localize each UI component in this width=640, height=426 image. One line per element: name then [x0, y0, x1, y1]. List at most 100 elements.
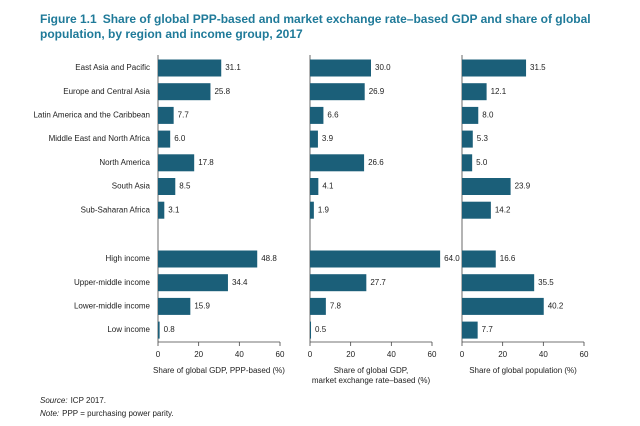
- source: Source: ICP 2017.: [40, 396, 106, 405]
- bar: [462, 83, 487, 101]
- category-label: South Asia: [112, 182, 151, 191]
- bar: [462, 106, 479, 124]
- value-label: 16.6: [500, 254, 516, 263]
- value-label: 26.9: [369, 87, 385, 96]
- bar: [310, 178, 319, 195]
- category-label: Europe and Central Asia: [63, 87, 150, 96]
- value-label: 8.5: [179, 182, 191, 191]
- value-label: 17.8: [198, 158, 214, 167]
- category-label: Latin America and the Caribbean: [33, 111, 150, 120]
- bar: [158, 154, 195, 172]
- bar: [310, 201, 314, 219]
- value-label: 14.2: [495, 205, 511, 214]
- x-tick-label: 40: [539, 350, 548, 359]
- value-label: 30.0: [375, 63, 391, 72]
- chart-title: Share of global PPP-based and market exc…: [40, 12, 591, 41]
- x-tick-label: 60: [276, 350, 285, 359]
- value-label: 31.1: [225, 63, 241, 72]
- value-label: 64.0: [444, 254, 460, 263]
- bar: [462, 201, 491, 219]
- x-tick-label: 20: [498, 350, 507, 359]
- value-label: 23.9: [515, 182, 531, 191]
- bar: [158, 201, 165, 219]
- bar: [158, 250, 258, 268]
- value-label: 1.9: [318, 205, 330, 214]
- bar: [310, 250, 441, 268]
- bar: [310, 130, 318, 148]
- bar: [310, 83, 365, 101]
- value-label: 35.5: [538, 278, 554, 287]
- bar: [310, 154, 365, 172]
- bar: [462, 321, 478, 339]
- category-label: East Asia and Pacific: [75, 63, 150, 72]
- value-label: 27.7: [370, 278, 386, 287]
- value-label: 5.0: [476, 158, 488, 167]
- category-label: High income: [106, 254, 151, 263]
- value-label: 26.6: [368, 158, 384, 167]
- category-label: Upper-middle income: [74, 278, 151, 287]
- x-axis-label: Share of global GDP, PPP-based (%): [153, 366, 285, 375]
- value-label: 4.1: [322, 182, 334, 191]
- bar: [158, 178, 176, 195]
- value-label: 40.2: [548, 302, 564, 311]
- value-label: 15.9: [194, 302, 210, 311]
- value-label: 31.5: [530, 63, 546, 72]
- category-label: Sub-Saharan Africa: [81, 205, 151, 214]
- value-label: 3.9: [322, 134, 334, 143]
- source-label: Source:: [40, 396, 68, 405]
- bar: [462, 154, 473, 172]
- bar: [462, 274, 535, 292]
- bar: [462, 130, 473, 148]
- x-axis-label: Share of global GDP,: [334, 366, 409, 375]
- x-tick-label: 0: [308, 350, 313, 359]
- bar: [462, 250, 496, 268]
- bar: [310, 274, 367, 292]
- bar: [158, 106, 174, 124]
- bar: [310, 106, 324, 124]
- note: Note: PPP = purchasing power parity.: [40, 409, 174, 418]
- x-axis-label: Share of global population (%): [469, 366, 577, 375]
- value-label: 5.3: [477, 134, 489, 143]
- x-tick-label: 40: [387, 350, 396, 359]
- value-label: 6.0: [174, 134, 186, 143]
- figure-label: Figure 1.1: [40, 12, 97, 26]
- bar: [310, 297, 326, 315]
- x-tick-label: 20: [194, 350, 203, 359]
- value-label: 48.8: [261, 254, 277, 263]
- bar: [158, 297, 191, 315]
- category-label: Low income: [107, 325, 150, 334]
- x-tick-label: 0: [460, 350, 465, 359]
- value-label: 7.8: [330, 302, 342, 311]
- value-label: 12.1: [491, 87, 507, 96]
- category-label: Middle East and North Africa: [49, 134, 151, 143]
- x-tick-label: 0: [156, 350, 161, 359]
- value-label: 0.8: [164, 325, 176, 334]
- source-text: ICP 2017.: [70, 396, 107, 405]
- value-label: 34.4: [232, 278, 248, 287]
- bar: [158, 321, 160, 339]
- value-label: 8.0: [482, 111, 494, 120]
- note-text: PPP = purchasing power parity.: [62, 409, 174, 418]
- x-tick-label: 20: [346, 350, 355, 359]
- x-tick-label: 60: [428, 350, 437, 359]
- bar: [158, 274, 228, 292]
- note-label: Note:: [40, 409, 60, 418]
- value-label: 25.8: [214, 87, 230, 96]
- value-label: 0.5: [315, 325, 327, 334]
- bar: [462, 297, 544, 315]
- category-label: Lower-middle income: [74, 302, 151, 311]
- x-tick-label: 60: [580, 350, 589, 359]
- bar: [158, 59, 222, 77]
- bar: [158, 83, 211, 101]
- value-label: 3.1: [168, 205, 180, 214]
- bar: [310, 321, 312, 339]
- x-axis-label: market exchange rate–based (%): [312, 376, 431, 385]
- bar: [462, 178, 511, 195]
- bar: [462, 59, 527, 77]
- bar: [158, 130, 171, 148]
- bar: [310, 59, 371, 77]
- x-tick-label: 40: [235, 350, 244, 359]
- value-label: 6.6: [327, 111, 339, 120]
